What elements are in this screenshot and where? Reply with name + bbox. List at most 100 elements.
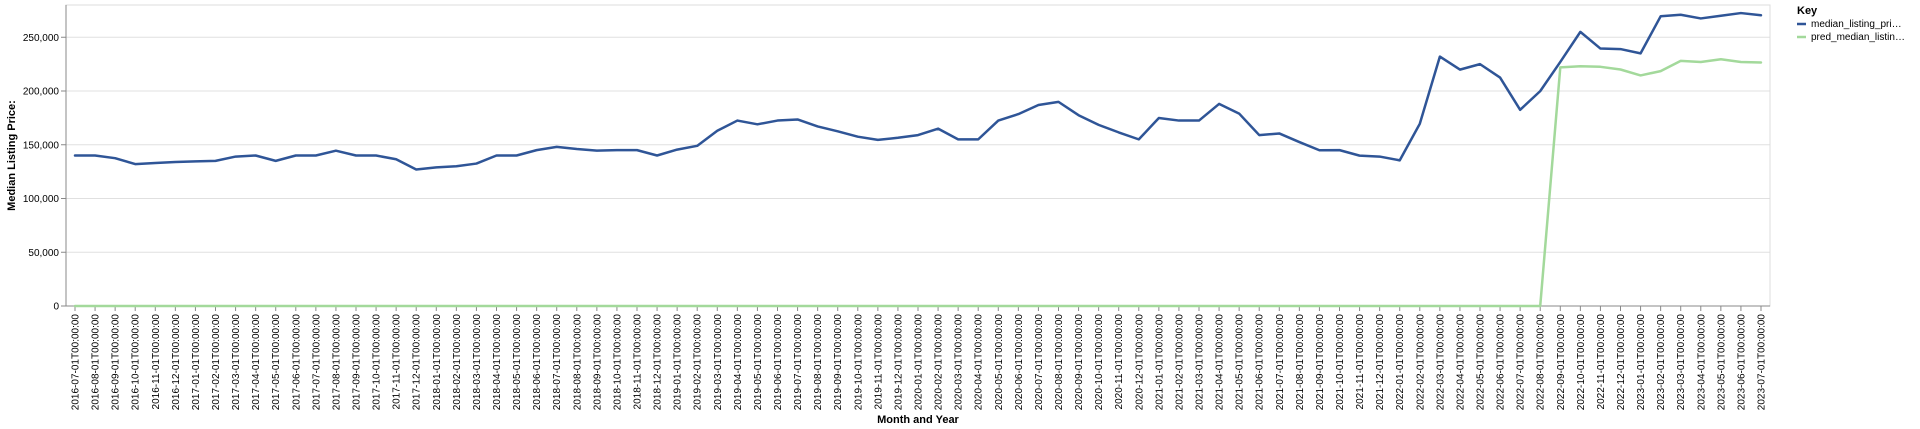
x-axis-title: Month and Year <box>877 414 959 426</box>
x-tick-label: 2019-10-01T00:00:00 <box>853 314 864 411</box>
x-tick-label: 2021-07-01T00:00:00 <box>1275 314 1286 411</box>
x-tick-label: 2017-03-01T00:00:00 <box>231 314 242 411</box>
x-tick-label: 2019-07-01T00:00:00 <box>793 314 804 411</box>
x-tick-label: 2020-03-01T00:00:00 <box>954 314 965 411</box>
x-tick-label: 2020-04-01T00:00:00 <box>974 314 985 411</box>
x-tick-label: 2023-04-01T00:00:00 <box>1696 314 1707 411</box>
legend-label: median_listing_pri… <box>1811 19 1902 30</box>
x-tick-label: 2022-05-01T00:00:00 <box>1476 314 1487 411</box>
x-tick-label: 2021-11-01T00:00:00 <box>1355 314 1366 410</box>
y-tick-label: 100,000 <box>23 194 60 205</box>
x-tick-label: 2022-10-01T00:00:00 <box>1576 314 1587 411</box>
y-axis-title: Median Listing Price: <box>6 100 18 211</box>
x-tick-label: 2018-04-01T00:00:00 <box>492 314 503 411</box>
x-tick-label: 2018-07-01T00:00:00 <box>552 314 563 411</box>
gridlines <box>66 36 1770 253</box>
x-tick-label: 2022-11-01T00:00:00 <box>1596 314 1607 410</box>
x-tick-label: 2020-11-01T00:00:00 <box>1114 314 1125 410</box>
y-axis: 0 50,000 100,000 150,000 200,000 250,000 <box>23 5 67 313</box>
x-tick-label: 2018-10-01T00:00:00 <box>612 314 623 411</box>
x-tick-label: 2023-01-01T00:00:00 <box>1636 314 1647 411</box>
plot-area <box>65 4 1771 307</box>
x-tick-label: 2019-12-01T00:00:00 <box>893 314 904 411</box>
series-lines <box>73 11 1763 308</box>
x-tick-label: 2021-12-01T00:00:00 <box>1375 314 1386 411</box>
x-tick-label: 2019-03-01T00:00:00 <box>713 314 724 411</box>
x-tick-label: 2019-02-01T00:00:00 <box>693 314 704 411</box>
x-tick-label: 2020-10-01T00:00:00 <box>1094 314 1105 411</box>
x-tick-label: 2018-09-01T00:00:00 <box>592 314 603 411</box>
x-tick-label: 2020-08-01T00:00:00 <box>1054 314 1065 411</box>
x-tick-label: 2018-12-01T00:00:00 <box>653 314 664 411</box>
x-tick-label: 2023-06-01T00:00:00 <box>1736 314 1747 411</box>
x-tick-label: 2022-06-01T00:00:00 <box>1496 314 1507 411</box>
x-tick-label: 2021-04-01T00:00:00 <box>1215 314 1226 411</box>
x-tick-label: 2016-09-01T00:00:00 <box>111 314 122 411</box>
x-tick-label: 2016-11-01T00:00:00 <box>151 314 162 410</box>
x-tick-label: 2021-08-01T00:00:00 <box>1295 314 1306 411</box>
x-tick-label: 2022-02-01T00:00:00 <box>1415 314 1426 411</box>
x-tick-label: 2023-03-01T00:00:00 <box>1676 314 1687 411</box>
x-tick-label: 2017-08-01T00:00:00 <box>331 314 342 411</box>
plot-border <box>65 4 1771 307</box>
x-tick-label: 2016-10-01T00:00:00 <box>131 314 142 411</box>
x-tick-label: 2020-02-01T00:00:00 <box>934 314 945 411</box>
x-tick-label: 2022-01-01T00:00:00 <box>1395 314 1406 411</box>
x-tick-label: 2020-06-01T00:00:00 <box>1014 314 1025 411</box>
x-tick-label: 2021-01-01T00:00:00 <box>1154 314 1165 411</box>
x-tick-label: 2017-12-01T00:00:00 <box>412 314 423 411</box>
x-tick-label: 2016-12-01T00:00:00 <box>171 314 182 411</box>
x-tick-label: 2017-06-01T00:00:00 <box>291 314 302 411</box>
x-tick-label: 2019-09-01T00:00:00 <box>833 314 844 411</box>
x-tick-label: 2022-07-01T00:00:00 <box>1516 314 1527 411</box>
series-line-2 <box>73 58 1763 308</box>
x-tick-label: 2019-11-01T00:00:00 <box>873 314 884 410</box>
y-tick-label: 200,000 <box>23 87 60 98</box>
x-axis: 2016-07-01T00:00:00 2016-08-01T00:00:00 20… <box>66 305 1770 411</box>
x-tick-label: 2021-09-01T00:00:00 <box>1315 314 1326 411</box>
x-tick-label: 2018-08-01T00:00:00 <box>572 314 583 411</box>
y-tick-label: 150,000 <box>23 140 60 151</box>
x-tick-label: 2017-02-01T00:00:00 <box>211 314 222 411</box>
x-tick-label: 2019-08-01T00:00:00 <box>813 314 824 411</box>
x-tick-label: 2017-05-01T00:00:00 <box>271 314 282 411</box>
x-tick-label: 2022-04-01T00:00:00 <box>1455 314 1466 411</box>
x-tick-label: 2023-05-01T00:00:00 <box>1716 314 1727 411</box>
x-tick-label: 2018-06-01T00:00:00 <box>532 314 543 411</box>
x-tick-label: 2020-09-01T00:00:00 <box>1074 314 1085 411</box>
x-tick-label: 2017-09-01T00:00:00 <box>352 314 363 411</box>
x-tick-label: 2022-12-01T00:00:00 <box>1616 314 1627 411</box>
x-tick-label: 2016-08-01T00:00:00 <box>91 314 102 411</box>
legend-title: Key <box>1797 5 1818 17</box>
x-tick-label: 2022-08-01T00:00:00 <box>1536 314 1547 411</box>
x-tick-label: 2017-01-01T00:00:00 <box>191 314 202 411</box>
x-tick-label: 2017-04-01T00:00:00 <box>251 314 262 411</box>
x-tick-label: 2018-01-01T00:00:00 <box>432 314 443 411</box>
legend: Key median_listing_pri… pred_median_listi… <box>1797 5 1905 43</box>
x-tick-label: 2021-05-01T00:00:00 <box>1235 314 1246 411</box>
x-tick-label: 2021-10-01T00:00:00 <box>1335 314 1346 411</box>
x-tick-label: 2022-03-01T00:00:00 <box>1435 314 1446 411</box>
legend-label: pred_median_listin… <box>1811 32 1905 43</box>
x-tick-label: 2023-07-01T00:00:00 <box>1757 314 1768 411</box>
x-tick-label: 2022-09-01T00:00:00 <box>1556 314 1567 411</box>
x-tick-label: 2016-07-01T00:00:00 <box>71 314 82 411</box>
x-tick-label: 2019-05-01T00:00:00 <box>753 314 764 411</box>
x-tick-label: 2019-04-01T00:00:00 <box>733 314 744 411</box>
x-tick-label: 2021-03-01T00:00:00 <box>1195 314 1206 411</box>
x-tick-label: 2023-02-01T00:00:00 <box>1656 314 1667 411</box>
x-tick-label: 2018-05-01T00:00:00 <box>512 314 523 411</box>
x-tick-label: 2020-07-01T00:00:00 <box>1034 314 1045 411</box>
x-tick-label: 2021-02-01T00:00:00 <box>1174 314 1185 411</box>
x-tick-label: 2018-11-01T00:00:00 <box>633 314 644 410</box>
y-tick-label: 250,000 <box>23 33 60 44</box>
x-tick-label: 2020-05-01T00:00:00 <box>994 314 1005 411</box>
y-tick-label: 50,000 <box>28 248 59 259</box>
x-tick-label: 2020-12-01T00:00:00 <box>1134 314 1145 411</box>
x-tick-label: 2017-07-01T00:00:00 <box>311 314 322 411</box>
x-tick-label: 2018-02-01T00:00:00 <box>452 314 463 411</box>
x-tick-label: 2018-03-01T00:00:00 <box>472 314 483 411</box>
x-tick-label: 2021-06-01T00:00:00 <box>1255 314 1266 411</box>
x-tick-label: 2017-10-01T00:00:00 <box>372 314 383 411</box>
